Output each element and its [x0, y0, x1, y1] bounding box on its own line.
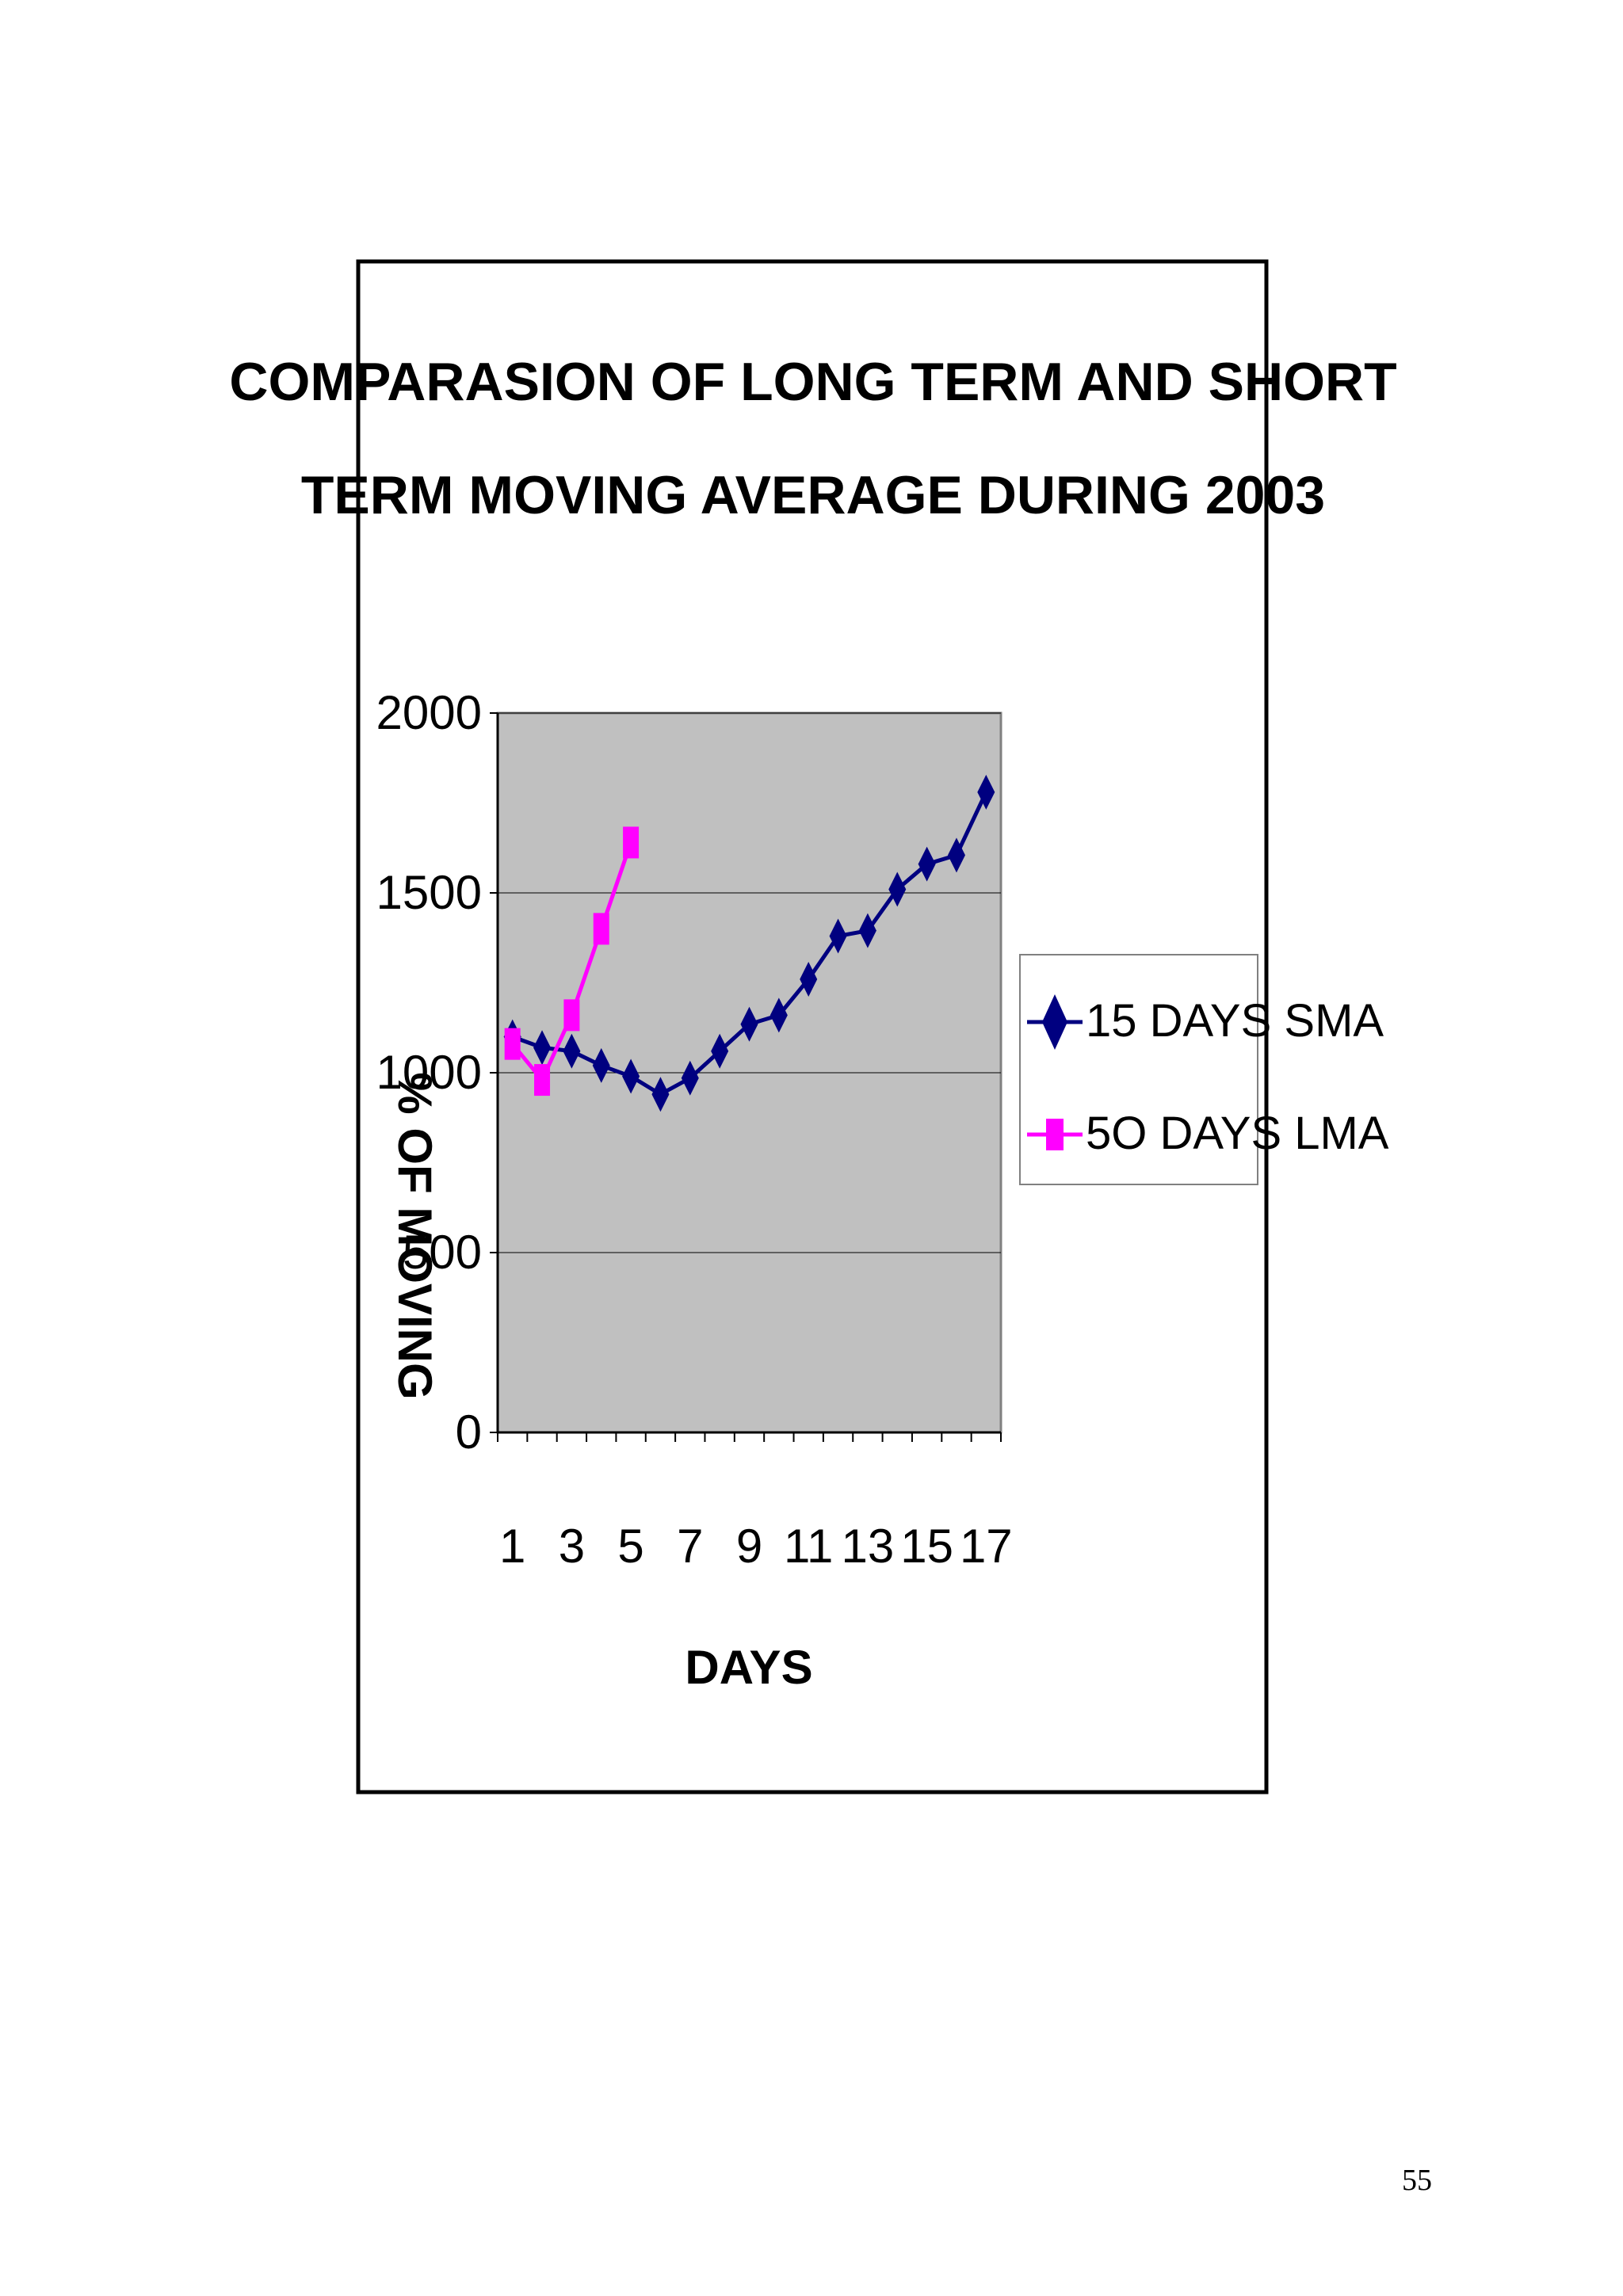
- page-number: 55: [1402, 2164, 1432, 2197]
- point-sma-day-17: [977, 774, 995, 810]
- x-tick-label-11: 11: [784, 1520, 833, 1573]
- point-lma-day-2: [534, 1064, 551, 1097]
- point-sma-day-14: [888, 871, 907, 907]
- x-tick-label-17: 17: [960, 1520, 1013, 1573]
- chart-title-line-2: TERM MOVING AVERAGE DURING 2003: [301, 465, 1325, 525]
- x-tick-label-15: 15: [900, 1520, 953, 1573]
- point-lma-day-3: [563, 999, 580, 1032]
- legend: 15 DAYS SMA 5O DAYS LMA: [1019, 954, 1389, 1185]
- point-sma-day-6: [651, 1077, 670, 1112]
- point-lma-day-5: [623, 826, 640, 859]
- legend-label-lma: 5O DAYS LMA: [1086, 1108, 1389, 1159]
- legend-marker-sma-diamond: [1042, 994, 1067, 1050]
- x-tick-label-3: 3: [559, 1520, 585, 1573]
- point-sma-day-7: [681, 1060, 699, 1096]
- y-tick-label-500: 500: [403, 1226, 482, 1279]
- point-sma-day-4: [592, 1047, 610, 1083]
- point-lma-day-1: [504, 1028, 521, 1060]
- x-tick-label-7: 7: [677, 1520, 703, 1573]
- point-sma-day-10: [769, 997, 788, 1033]
- y-axis-ticks: 0 500 1000 1500 2000: [376, 686, 498, 1459]
- x-tick-label-5: 5: [617, 1520, 643, 1573]
- series-sma: [503, 774, 995, 1112]
- x-axis-ticks: 1 3 5 7 9 11 13 15 17: [497, 1432, 1013, 1573]
- point-sma-day-8: [711, 1033, 729, 1069]
- data-series: [503, 774, 995, 1112]
- y-tick-label-2000: 2000: [376, 686, 482, 739]
- y-tick-label-1000: 1000: [376, 1046, 482, 1099]
- y-axis-label: % OF MOVING: [388, 1072, 441, 1399]
- point-sma-day-12: [829, 918, 847, 954]
- y-tick-label-0: 0: [456, 1405, 482, 1459]
- point-sma-day-9: [740, 1006, 758, 1042]
- point-sma-day-3: [563, 1033, 581, 1069]
- point-sma-day-13: [858, 913, 876, 948]
- legend-label-sma: 15 DAYS SMA: [1086, 995, 1384, 1047]
- point-sma-day-16: [947, 837, 965, 873]
- chart-title-line-1: COMPARASION OF LONG TERM AND SHORT: [229, 352, 1396, 412]
- point-sma-day-2: [533, 1030, 552, 1066]
- grid-lines: [498, 712, 1001, 1253]
- legend-marker-lma-square: [1046, 1119, 1064, 1150]
- x-tick-label-9: 9: [736, 1520, 762, 1573]
- point-sma-day-5: [622, 1058, 640, 1094]
- series-lma: [504, 826, 640, 1097]
- x-tick-label-13: 13: [842, 1520, 895, 1573]
- x-tick-label-1: 1: [499, 1520, 525, 1573]
- point-sma-day-11: [800, 961, 818, 997]
- point-sma-day-15: [918, 846, 936, 882]
- point-lma-day-4: [593, 913, 609, 945]
- x-axis-label: DAYS: [685, 1641, 812, 1694]
- y-tick-label-1500: 1500: [376, 866, 482, 919]
